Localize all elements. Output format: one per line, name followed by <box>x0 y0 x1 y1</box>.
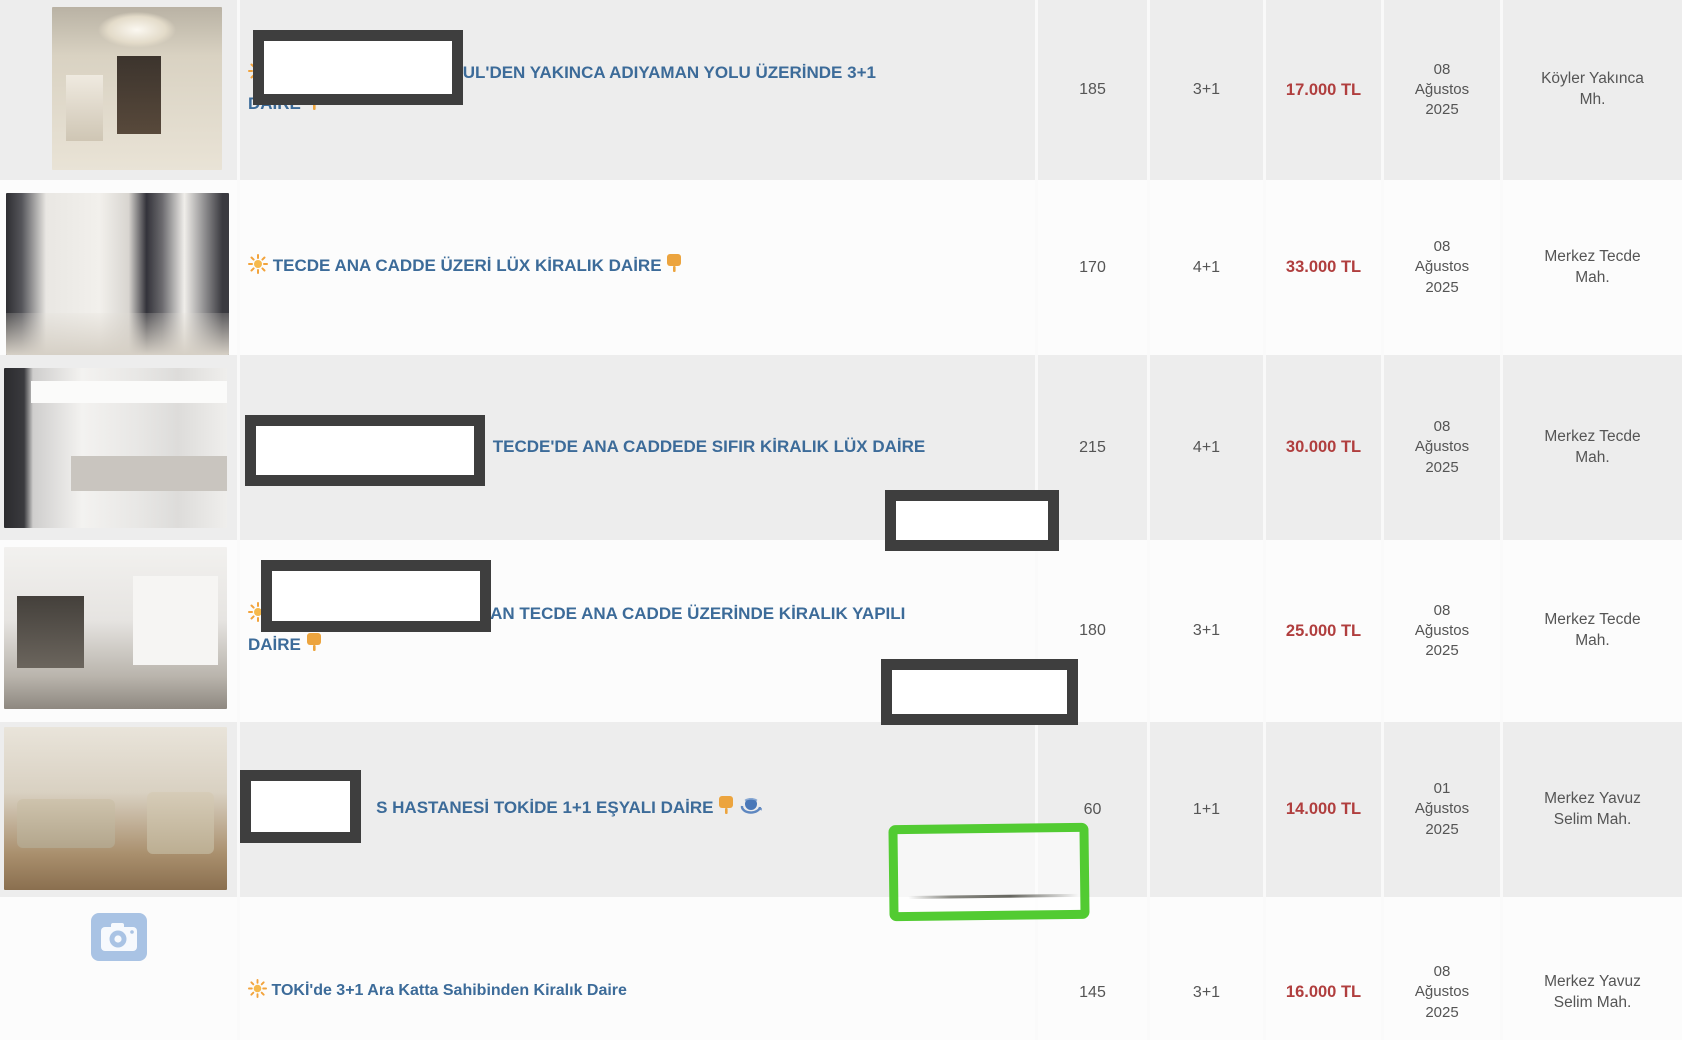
new-listing-sun-icon <box>248 978 267 1007</box>
size-m2-cell: 170 <box>1035 180 1147 355</box>
listing-thumbnail[interactable] <box>0 355 237 540</box>
date-cell: 08 Ağustos 2025 <box>1381 180 1500 355</box>
redaction-box <box>261 560 491 632</box>
listing-thumbnail[interactable] <box>0 180 237 355</box>
listing-thumbnail[interactable] <box>0 540 237 722</box>
location-cell: Merkez Tecde Mah. <box>1500 355 1682 540</box>
date-value: 08 Ağustos 2025 <box>1414 418 1470 476</box>
price-value: 30.000 TL <box>1285 438 1362 456</box>
size-m2-cell: 215 <box>1035 355 1147 540</box>
price-value: 17.000 TL <box>1285 80 1362 99</box>
no-photo-camera-icon <box>90 913 147 961</box>
rooms-cell: 3+1 <box>1147 0 1263 180</box>
location-value: Merkez Tecde Mah. <box>1544 247 1641 286</box>
rooms-cell: 1+1 <box>1147 722 1263 897</box>
pencil-streak <box>908 893 1079 899</box>
location-cell: Merkez Yavuz Selim Mah. <box>1500 897 1682 1040</box>
price-value: 14.000 TL <box>1285 800 1362 818</box>
price-cell: 14.000 TL <box>1263 722 1381 897</box>
size-m2-value: 215 <box>1079 438 1106 456</box>
redaction-box <box>881 659 1078 725</box>
redaction-box <box>245 415 485 486</box>
date-cell: 08 Ağustos 2025 <box>1381 355 1500 540</box>
size-m2-cell: 145 <box>1035 897 1147 1040</box>
price-cell: 17.000 TL <box>1263 0 1381 180</box>
listing-title-link[interactable]: S HASTANESİ TOKİDE 1+1 EŞYALI DAİRE <box>376 798 714 818</box>
location-value: Merkez Tecde Mah. <box>1544 611 1641 649</box>
listing-thumbnail[interactable] <box>0 0 237 180</box>
rooms-cell: 4+1 <box>1147 355 1263 540</box>
price-cell: 16.000 TL <box>1263 897 1381 1040</box>
price-value: 16.000 TL <box>1285 983 1362 1001</box>
size-m2-value: 170 <box>1079 258 1106 276</box>
location-value: Merkez Tecde Mah. <box>1544 427 1641 466</box>
date-value: 08 Ağustos 2025 <box>1414 601 1470 660</box>
listing-title-link[interactable]: TECDE'DE ANA CADDEDE SIFIR KİRALIK LÜX D… <box>492 437 926 457</box>
listing-title-link[interactable]: AN TECDE ANA CADDE ÜZERİNDE KİRALIK YAPI… <box>248 604 906 654</box>
location-cell: Köyler Yakınca Mh. <box>1500 0 1682 180</box>
rooms-value: 1+1 <box>1192 800 1221 818</box>
size-m2-value: 145 <box>1079 983 1106 1001</box>
listing-photo <box>6 193 229 355</box>
date-cell: 08 Ağustos 2025 <box>1381 0 1500 180</box>
rooms-cell: 3+1 <box>1147 540 1263 722</box>
rooms-cell: 3+1 <box>1147 897 1263 1040</box>
listing-title-cell: TECDE ANA CADDE ÜZERİ LÜX KİRALIK DAİRE <box>237 180 1035 355</box>
size-m2-cell: 60 <box>1035 722 1147 897</box>
green-highlight-box <box>888 822 1090 922</box>
rooms-value: 3+1 <box>1192 622 1221 639</box>
pin-icon <box>718 794 734 824</box>
listing-row[interactable]: TOKİ'de 3+1 Ara Katta Sahibinden Kiralık… <box>0 897 1682 1040</box>
listing-row[interactable]: AN TECDE ANA CADDE ÜZERİNDE KİRALIK YAPI… <box>0 540 1682 722</box>
listing-title-cell: TECDE'DE ANA CADDEDE SIFIR KİRALIK LÜX D… <box>237 355 1035 540</box>
location-value: Merkez Yavuz Selim Mah. <box>1544 972 1641 1011</box>
listing-thumbnail[interactable] <box>0 722 237 897</box>
location-cell: Merkez Yavuz Selim Mah. <box>1500 722 1682 897</box>
rooms-value: 4+1 <box>1192 258 1221 276</box>
date-value: 08 Ağustos 2025 <box>1414 60 1470 119</box>
date-cell: 08 Ağustos 2025 <box>1381 897 1500 1040</box>
price-cell: 33.000 TL <box>1263 180 1381 355</box>
redaction-box <box>253 30 463 105</box>
redaction-box <box>240 770 361 843</box>
location-cell: Merkez Tecde Mah. <box>1500 180 1682 355</box>
listing-row[interactable]: TECDE ANA CADDE ÜZERİ LÜX KİRALIK DAİRE … <box>0 180 1682 355</box>
redaction-box <box>885 490 1059 551</box>
location-value: Merkez Yavuz Selim Mah. <box>1544 789 1641 828</box>
listing-photo <box>4 727 227 890</box>
listing-photo <box>4 368 227 528</box>
rooms-value: 4+1 <box>1192 438 1221 456</box>
listing-photo <box>52 7 222 170</box>
listing-title-cell: TOKİ'de 3+1 Ara Katta Sahibinden Kiralık… <box>237 897 1035 1040</box>
date-value: 08 Ağustos 2025 <box>1414 963 1470 1021</box>
location-cell: Merkez Tecde Mah. <box>1500 540 1682 722</box>
rooms-value: 3+1 <box>1192 81 1221 98</box>
listing-title-link[interactable]: TECDE ANA CADDE ÜZERİ LÜX KİRALIK DAİRE <box>272 256 662 276</box>
size-m2-cell: 185 <box>1035 0 1147 180</box>
date-value: 01 Ağustos 2025 <box>1414 780 1470 838</box>
listing-thumbnail[interactable] <box>0 897 237 1040</box>
date-cell: 08 Ağustos 2025 <box>1381 540 1500 722</box>
size-m2-value: 185 <box>1079 81 1106 98</box>
virtual-tour-360-icon <box>739 796 763 824</box>
date-cell: 01 Ağustos 2025 <box>1381 722 1500 897</box>
price-value: 33.000 TL <box>1285 258 1362 276</box>
new-listing-sun-icon <box>248 254 268 282</box>
pin-icon <box>666 252 682 282</box>
listing-photo <box>4 547 227 709</box>
size-m2-value: 60 <box>1083 800 1102 818</box>
size-m2-value: 180 <box>1079 622 1106 639</box>
rooms-value: 3+1 <box>1192 983 1221 1001</box>
date-value: 08 Ağustos 2025 <box>1414 238 1470 296</box>
rooms-cell: 4+1 <box>1147 180 1263 355</box>
price-cell: 25.000 TL <box>1263 540 1381 722</box>
listing-title-link[interactable]: TOKİ'de 3+1 Ara Katta Sahibinden Kiralık… <box>271 981 627 999</box>
size-m2-cell: 180 <box>1035 540 1147 722</box>
price-value: 25.000 TL <box>1285 621 1362 640</box>
price-cell: 30.000 TL <box>1263 355 1381 540</box>
pin-icon <box>306 631 322 661</box>
location-value: Köyler Yakınca Mh. <box>1541 70 1644 108</box>
